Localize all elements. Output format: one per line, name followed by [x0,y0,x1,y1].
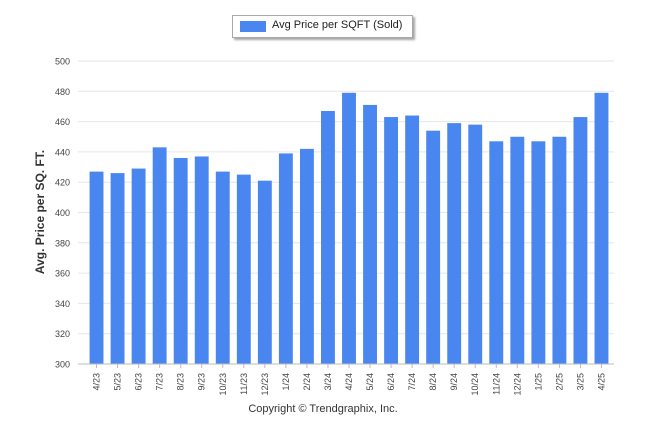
y-axis-ticks: 300 320 340 360 380 400 420 440 460 480 500 [55,57,70,370]
x-tick-label: 1/25 [533,373,543,391]
x-tick-label: 9/23 [197,373,207,391]
y-tick-label: 320 [55,329,70,339]
bar [468,124,483,364]
bar [447,123,462,365]
bar [89,171,104,364]
legend-label: Avg Price per SQFT (Sold) [272,19,403,31]
x-tick-label: 6/23 [134,373,144,391]
bar [363,104,377,364]
y-tick-label: 360 [55,269,70,279]
bar [278,153,293,364]
y-tick-label: 440 [55,147,70,157]
bar [342,92,356,364]
x-axis-ticks: 4/23 5/23 6/23 7/23 8/23 9/23 10/23 11/23 12/23 1… [78,363,614,396]
y-tick-label: 460 [55,117,70,127]
bar [321,110,335,365]
y-tick-label: 340 [55,299,70,309]
x-tick-label: 4/24 [344,373,354,391]
legend: Avg Price per SQFT (Sold) [232,15,413,38]
bar [405,115,420,364]
copyright-text: Copyright © Trendgraphix, Inc. [248,403,398,415]
x-tick-label: 2/24 [302,373,312,391]
x-tick-label: 4/25 [596,373,606,391]
bar [194,156,209,364]
bar [384,117,399,365]
legend-swatch [240,21,266,32]
bar [257,180,272,364]
bar [299,148,314,364]
y-tick-label: 500 [55,57,70,67]
x-tick-label: 7/24 [407,373,417,391]
x-tick-label: 8/24 [428,373,438,391]
bar [489,141,504,364]
x-tick-label: 2/25 [554,373,564,391]
x-tick-label: 10/23 [218,373,228,396]
x-tick-label: 11/23 [239,373,249,395]
x-tick-label: 3/25 [575,373,585,391]
y-tick-label: 480 [55,87,70,97]
y-tick-label: 380 [55,238,70,248]
x-tick-label: 4/23 [92,373,102,391]
y-tick-label: 400 [55,208,70,218]
x-tick-label: 10/24 [470,373,480,396]
x-tick-label: 1/24 [281,373,291,391]
bar [215,171,230,364]
y-axis-label: Avg. Price per SQ. FT. [33,150,47,274]
x-tick-label: 6/24 [386,373,396,391]
x-tick-label: 11/24 [491,373,501,395]
bar [173,157,188,364]
bar [110,173,125,364]
bar [552,136,567,364]
x-tick-label: 5/24 [365,373,375,391]
bar [573,117,588,365]
x-tick-label: 12/23 [260,373,270,396]
y-tick-label: 300 [55,360,70,370]
bar [510,136,525,364]
x-tick-label: 5/23 [113,373,123,391]
x-tick-label: 3/24 [323,373,333,391]
bar [594,92,609,364]
bar [152,147,167,364]
y-tick-label: 420 [55,178,70,188]
bar [531,141,546,364]
bar [426,130,441,364]
x-tick-label: 7/23 [155,373,165,391]
bars [89,92,609,365]
bar [131,168,146,364]
bar [236,174,251,364]
x-tick-label: 8/23 [176,373,186,391]
x-tick-label: 9/24 [449,373,459,391]
x-tick-label: 12/24 [512,373,522,396]
